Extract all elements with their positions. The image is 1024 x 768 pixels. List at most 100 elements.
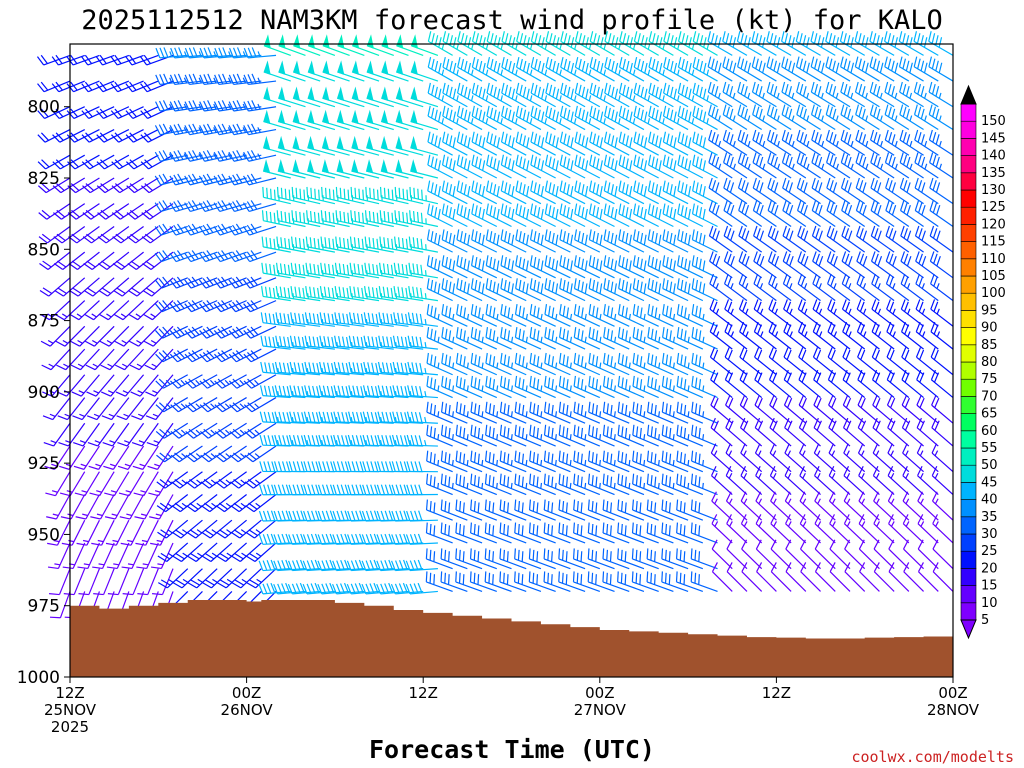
barb-full (434, 135, 438, 146)
barb-full (357, 287, 360, 298)
barb-full (67, 161, 76, 170)
barb-staff (205, 251, 233, 263)
barb-half (599, 336, 602, 343)
barb-full (177, 73, 184, 84)
barb-full (187, 251, 196, 261)
barb-half (481, 482, 484, 489)
barb-full (536, 574, 539, 585)
barb-full (470, 278, 474, 289)
barb-full (71, 260, 81, 268)
barb-full (576, 523, 579, 535)
barb-full (352, 336, 356, 347)
barb-full (459, 426, 462, 437)
barb-full (130, 391, 141, 397)
barb-full (86, 233, 96, 242)
barb-full (429, 452, 433, 463)
barb-full (70, 54, 78, 64)
wind-barb (55, 325, 86, 347)
barb-staff (166, 568, 189, 589)
barb-full (477, 356, 481, 367)
barb-staff (262, 394, 291, 399)
barb-full (526, 160, 530, 171)
barb-full (540, 283, 544, 294)
barb-full (355, 510, 360, 521)
barb-full (377, 461, 382, 472)
barb-full (143, 81, 152, 91)
barb-full (430, 133, 435, 145)
barb-full (610, 307, 614, 318)
barb-staff (380, 421, 409, 424)
barb-full (246, 150, 254, 161)
barb-half (511, 313, 514, 320)
barb-full (486, 154, 490, 166)
barb-staff (135, 226, 159, 244)
barb-full (514, 304, 518, 315)
barb-full (228, 226, 236, 236)
wind-barb (169, 200, 203, 213)
barb-half (451, 459, 454, 466)
barb-staff (365, 295, 394, 302)
barb-staff (139, 374, 159, 397)
wind-barb (291, 236, 321, 253)
barb-full (310, 533, 316, 545)
barb-full (242, 202, 250, 212)
barb-full (379, 186, 382, 198)
barb-half (441, 118, 445, 124)
barb-full (609, 551, 612, 562)
barb-full (334, 312, 338, 323)
barb-full (410, 435, 415, 446)
wind-barb (125, 80, 159, 93)
barb-full (242, 252, 251, 262)
wind-barb (38, 226, 71, 244)
barb-full (271, 412, 276, 423)
barb-full (459, 377, 462, 389)
barb-full (567, 86, 571, 98)
barb-staff (395, 322, 424, 327)
barb-staff (442, 66, 468, 82)
wind-barb (117, 422, 145, 447)
wind-barb (322, 60, 350, 82)
barb-full (37, 83, 45, 93)
wind-barb (243, 173, 277, 186)
barb-full (452, 234, 456, 246)
barb-full (414, 484, 419, 495)
barb-full (155, 353, 164, 363)
barb-full (331, 336, 335, 348)
barb-staff (409, 371, 438, 376)
barb-full (52, 161, 61, 170)
barb-full (267, 435, 272, 446)
barb-staff (106, 251, 130, 270)
barb-full (442, 105, 446, 117)
barb-full (320, 210, 323, 221)
barb-full (562, 475, 565, 486)
barb-full (434, 86, 438, 98)
barb-full (492, 476, 495, 488)
barb-staff (575, 66, 601, 82)
barb-full (518, 354, 521, 366)
barb-full (459, 403, 462, 414)
barb-full (474, 182, 478, 193)
barb-full (377, 385, 382, 396)
barb-full (492, 502, 495, 513)
barb-full (578, 107, 582, 119)
wind-barb (228, 223, 262, 236)
barb-full (270, 188, 272, 200)
barb-full (391, 212, 394, 224)
barb-full (281, 484, 287, 495)
barb-half (500, 95, 503, 102)
barb-full (342, 287, 346, 298)
barb-full (585, 137, 589, 148)
wind-barb (407, 335, 438, 350)
barb-full (463, 379, 466, 390)
barb-full (99, 313, 109, 321)
barb-full (570, 208, 574, 220)
barb-full (625, 258, 629, 270)
wind-barb (407, 312, 438, 327)
wind-barb (290, 262, 321, 279)
barb-staff (112, 422, 130, 447)
barb-staff (211, 568, 233, 589)
barb-full (356, 362, 360, 374)
wind-barb (379, 186, 409, 205)
barb-full (622, 133, 626, 145)
wind-barb (49, 591, 71, 619)
